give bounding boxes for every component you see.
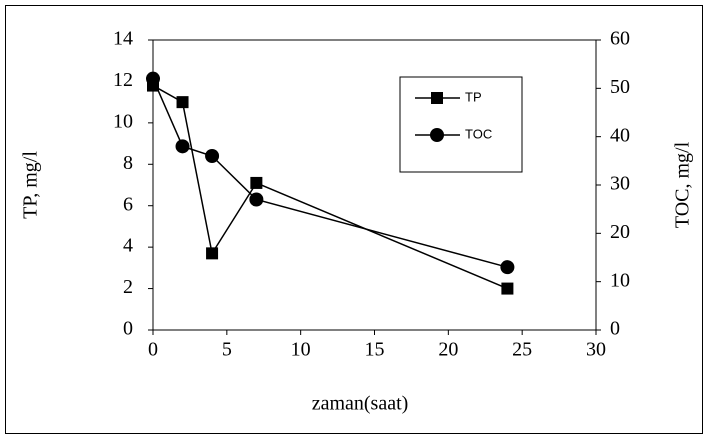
y2-tick-label: 10 xyxy=(610,269,630,291)
x-tick-label: 10 xyxy=(291,339,311,361)
x-tick-label: 5 xyxy=(222,339,232,361)
x-axis-label: zaman(saat) xyxy=(312,393,409,415)
marker xyxy=(175,139,190,154)
legend xyxy=(399,76,523,173)
y2-tick-label: 60 xyxy=(610,28,630,50)
x-tick-label: 20 xyxy=(438,339,458,361)
y-axis-label: TP, mg/l xyxy=(20,151,42,219)
legend-marker xyxy=(431,92,443,104)
x-tick-label: 25 xyxy=(512,339,532,361)
legend-marker xyxy=(430,128,444,142)
marker xyxy=(500,260,515,275)
marker xyxy=(205,149,220,163)
x-tick-label: 0 xyxy=(148,339,158,361)
marker xyxy=(501,282,514,295)
marker xyxy=(249,192,264,207)
legend-label: TOC xyxy=(465,126,492,141)
marker xyxy=(206,247,219,260)
legend-label: TP xyxy=(465,89,482,104)
y2-tick-label: 40 xyxy=(610,124,630,146)
y2-tick-label: 0 xyxy=(610,318,620,340)
y-tick-label: 14 xyxy=(113,28,133,50)
y-tick-label: 12 xyxy=(113,69,133,91)
marker xyxy=(250,176,263,189)
plot-area xyxy=(152,39,597,331)
x-tick-label: 15 xyxy=(365,339,385,361)
y-tick-label: 4 xyxy=(123,235,133,257)
y2-axis-label: TOC, mg/l xyxy=(672,141,694,228)
y2-tick-label: 50 xyxy=(610,76,630,98)
y-tick-label: 8 xyxy=(123,152,133,174)
y-tick-label: 0 xyxy=(123,318,133,340)
y-tick-label: 6 xyxy=(123,193,133,215)
marker xyxy=(176,96,189,109)
marker xyxy=(146,71,160,86)
y2-tick-label: 30 xyxy=(610,173,630,195)
y2-tick-label: 20 xyxy=(610,221,630,243)
y-tick-label: 10 xyxy=(113,110,133,132)
y-tick-label: 2 xyxy=(123,276,133,298)
x-tick-label: 30 xyxy=(586,339,606,361)
frame xyxy=(5,5,703,434)
